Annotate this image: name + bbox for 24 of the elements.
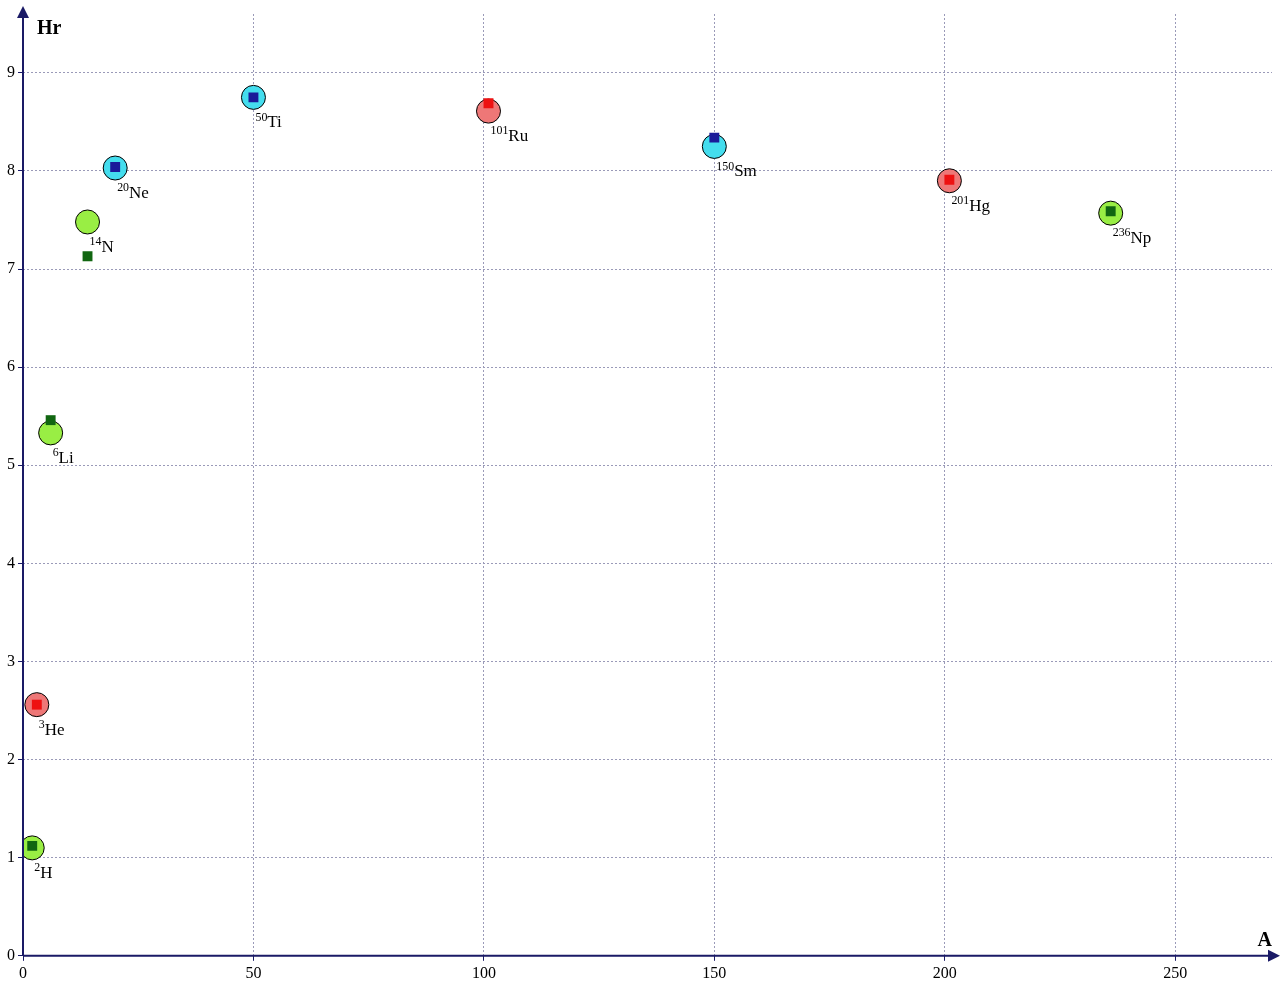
y-tick-label: 8 [7, 161, 15, 179]
x-tick-label: 50 [245, 963, 262, 981]
x-tick-label: 0 [19, 963, 27, 981]
y-tick-label: 7 [7, 259, 15, 277]
y-axis-title: Hr [37, 16, 62, 38]
y-tick-label: 5 [7, 455, 15, 473]
point [483, 98, 494, 109]
point [75, 209, 101, 235]
point [709, 132, 720, 143]
y-tick-label: 4 [7, 553, 15, 571]
y-tick-label: 1 [7, 847, 15, 865]
y-tick-label: 0 [7, 946, 15, 963]
point [38, 420, 64, 446]
y-tick-label: 9 [7, 63, 15, 81]
x-tick-label: 100 [471, 963, 496, 981]
y-tick-label: 3 [7, 651, 15, 669]
x-axis-title: A [1257, 927, 1273, 950]
point [82, 251, 93, 262]
y-tick-label: 6 [7, 357, 15, 375]
y-tick-label: 2 [7, 749, 15, 767]
x-tick-label: 250 [1163, 963, 1188, 981]
x-tick-label: 150 [702, 963, 727, 981]
x-tick-label: 200 [932, 963, 957, 981]
point [45, 415, 56, 426]
